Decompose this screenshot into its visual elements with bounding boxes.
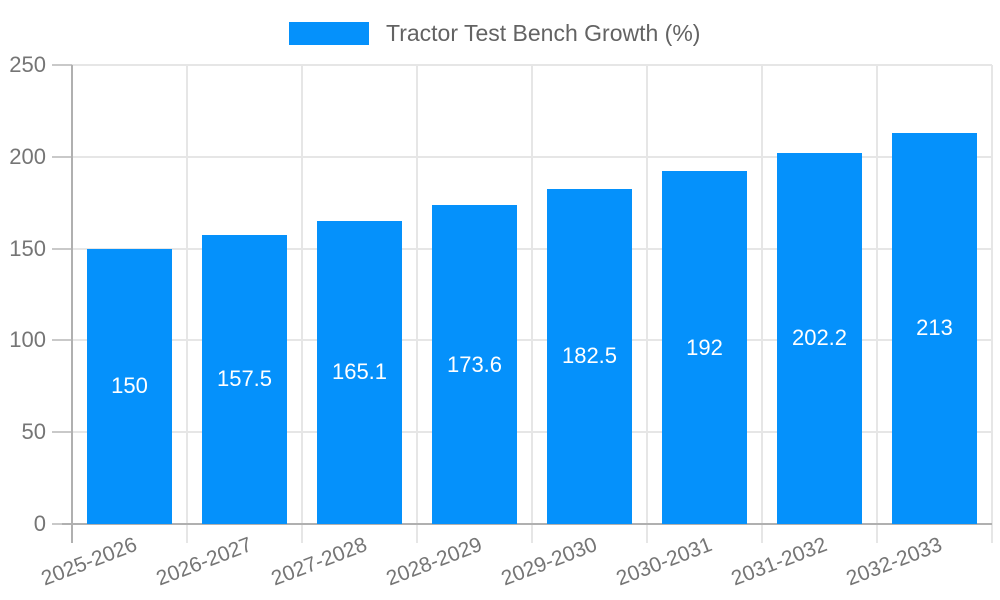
x-axis-line bbox=[62, 523, 992, 525]
y-axis-label: 50 bbox=[21, 419, 46, 445]
y-axis-label: 0 bbox=[33, 511, 46, 536]
y-axis-label: 150 bbox=[9, 235, 46, 261]
y-axis-tick bbox=[52, 247, 72, 250]
bar-2029-2030[interactable]: 182.5 bbox=[547, 188, 632, 524]
bar-2032-2033[interactable]: 213 bbox=[892, 132, 977, 524]
y-axis-tick bbox=[52, 155, 72, 158]
y-axis-label: 200 bbox=[9, 143, 46, 169]
y-axis-tick bbox=[52, 431, 72, 434]
x-gridline bbox=[186, 65, 188, 543]
x-gridline bbox=[416, 65, 418, 543]
y-axis-tick bbox=[52, 339, 72, 342]
bar-2027-2028[interactable]: 165.1 bbox=[317, 220, 402, 524]
y-axis-tick bbox=[52, 64, 72, 66]
y-axis-label: 100 bbox=[9, 327, 46, 353]
legend-label: Tractor Test Bench Growth (%) bbox=[386, 20, 701, 46]
x-gridline bbox=[646, 65, 648, 543]
bar-value-label: 182.5 bbox=[561, 343, 618, 369]
bar-value-label: 213 bbox=[916, 315, 953, 341]
bar-value-label: 157.5 bbox=[216, 366, 273, 392]
bar-value-label: 173.6 bbox=[446, 351, 503, 377]
x-gridline bbox=[531, 65, 533, 543]
y-axis-line bbox=[71, 65, 73, 543]
bar-2031-2032[interactable]: 202.2 bbox=[777, 152, 862, 524]
x-gridline bbox=[761, 65, 763, 543]
x-gridline bbox=[876, 65, 878, 543]
legend-color-swatch bbox=[289, 22, 369, 45]
x-gridline bbox=[991, 65, 993, 543]
bar-2028-2029[interactable]: 173.6 bbox=[432, 205, 517, 524]
bar-value-label: 150 bbox=[111, 373, 148, 399]
y-axis-label: 250 bbox=[9, 52, 46, 77]
bar-value-label: 192 bbox=[686, 334, 723, 360]
chart-legend: Tractor Test Bench Growth (%) bbox=[289, 20, 700, 47]
bar-value-label: 165.1 bbox=[331, 359, 388, 385]
bar-2026-2027[interactable]: 157.5 bbox=[202, 234, 287, 524]
bar-value-label: 202.2 bbox=[791, 325, 848, 351]
bar-2025-2026[interactable]: 150 bbox=[87, 248, 172, 524]
x-gridline bbox=[301, 65, 303, 543]
bar-2030-2031[interactable]: 192 bbox=[662, 171, 747, 524]
